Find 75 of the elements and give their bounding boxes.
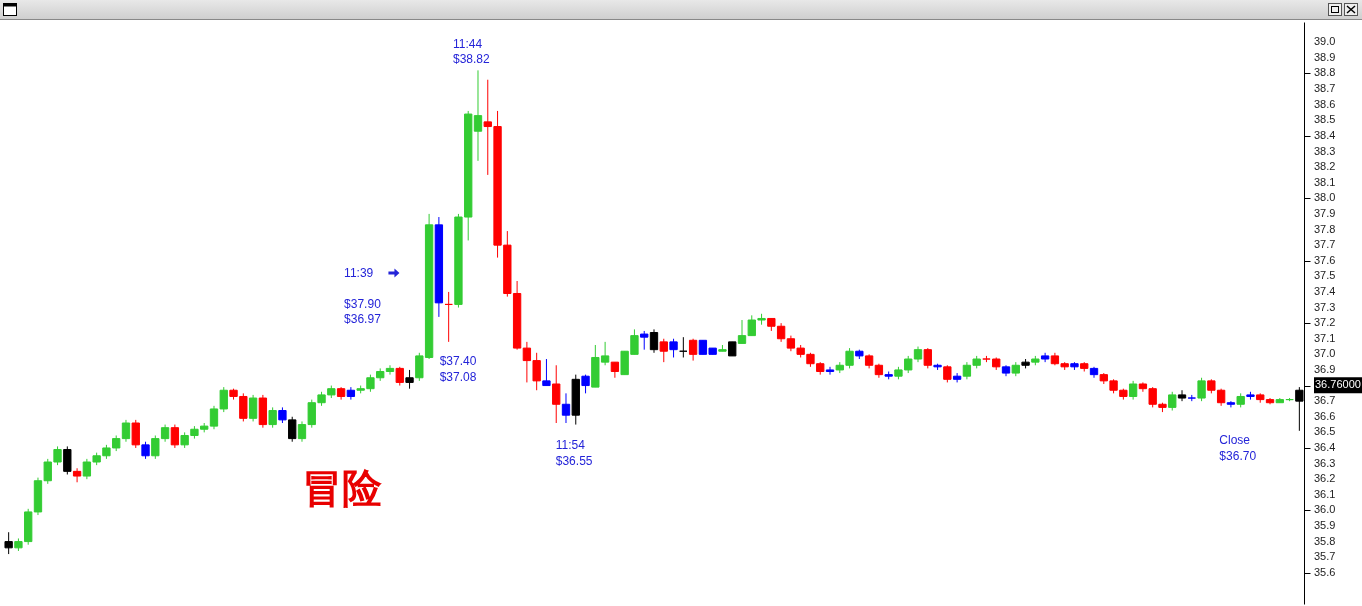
annotation: $37.08 [439,369,477,384]
candlestick [561,392,571,424]
annotation: Close [1219,432,1251,447]
candlestick [669,338,678,358]
y-tick-label: 35.6 [1314,565,1336,578]
candlestick [63,445,72,475]
y-tick-label: 37.3 [1314,300,1336,313]
y-tick-label: 37.7 [1314,238,1336,251]
candlestick [952,372,962,383]
y-tick-label: 37.5 [1314,269,1336,282]
y-tick-label: 36.9 [1314,362,1336,375]
candlestick [581,374,590,394]
y-tick-label: 36.0 [1314,503,1336,516]
candlestick [131,419,140,449]
candlestick [1197,377,1206,402]
candlestick [1177,389,1187,402]
y-tick-label: 36.4 [1314,440,1336,453]
annotation: $37.90 [344,296,382,311]
candlestick [542,358,551,387]
y-tick-label: 38.8 [1314,66,1336,79]
y-tick-label: 38.3 [1314,144,1336,157]
candlestick [688,338,698,362]
y-tick-label: 35.8 [1314,534,1336,547]
y-tick-label: 38.4 [1314,128,1336,141]
y-tick-label: 36.7 [1314,394,1336,407]
y-tick-label: 35.9 [1314,518,1336,531]
y-tick-label: 39.0 [1314,35,1336,48]
annotation: $36.97 [344,311,382,326]
y-tick-label: 38.5 [1314,113,1336,126]
text: 36.76000 [1315,378,1361,391]
candlestick [1226,400,1236,408]
candlestick [649,328,659,354]
y-tick-label: 38.1 [1314,175,1336,188]
candlestick [825,366,835,376]
candlestick [72,467,82,483]
candlestick [659,338,668,363]
y-tick-label: 37.2 [1314,316,1336,329]
y-tick-label: 36.3 [1314,456,1336,469]
candlestick [405,369,414,390]
y-tick-label: 36.6 [1314,409,1336,422]
candlestick [552,364,561,424]
y-tick-label: 38.7 [1314,82,1336,95]
candlestick [288,416,297,443]
candlestick [268,406,277,429]
y-tick-label: 37.4 [1314,284,1336,297]
y-tick-label: 37.8 [1314,222,1336,235]
y-tick-label: 37.0 [1314,347,1336,360]
annotation: $37.40 [439,353,477,368]
candlestick [640,330,649,351]
candlestick [923,347,932,369]
y-tick-label: 38.9 [1314,50,1336,63]
y-tick-label: 38.0 [1314,191,1336,204]
y-tick-label: 36.5 [1314,425,1336,438]
candlestick [1168,391,1177,412]
y-tick-label: 37.6 [1314,253,1336,266]
y-tick-label: 38.2 [1314,160,1336,173]
annotation: 11:44 [452,37,483,52]
y-tick-label: 38.6 [1314,97,1336,110]
candlestick [170,424,180,449]
annotation: 11:39 [344,265,374,280]
annotation: 11:54 [555,437,586,452]
annotation: $36.55 [555,453,593,468]
annotation: 冒险 [301,463,382,511]
y-tick-label: 36.1 [1314,487,1336,500]
candlestick [248,394,258,422]
y-tick-label: 37.1 [1314,331,1336,344]
candlestick [1128,380,1138,401]
candlestick [346,386,356,401]
y-tick-label: 35.7 [1314,550,1336,563]
candlestick [4,531,13,555]
y-tick-label: 37.9 [1314,206,1336,219]
annotation: $36.70 [1219,448,1257,463]
y-tick-label: 36.2 [1314,472,1336,485]
candlestick [395,366,404,387]
annotation: $38.82 [452,52,491,67]
